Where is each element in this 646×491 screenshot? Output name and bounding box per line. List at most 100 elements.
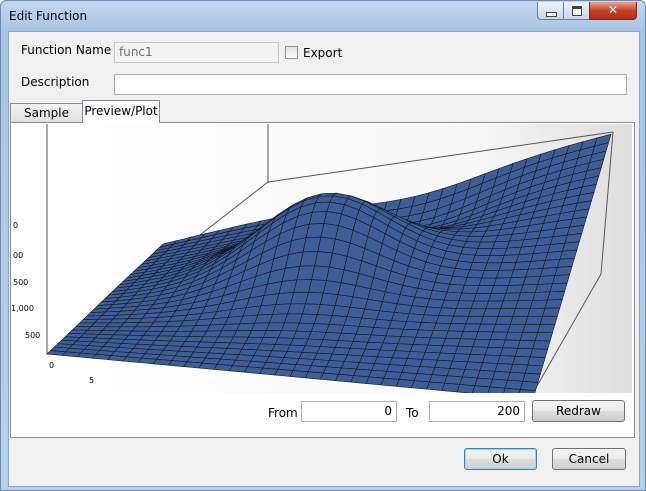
export-checkbox[interactable] [285,46,298,59]
mesh-cell [522,324,541,333]
to-input[interactable]: 200 [429,401,525,422]
mesh-cell [464,361,484,371]
mesh-cell [472,338,491,348]
mesh-cell [520,284,539,294]
mesh-cell [424,344,444,354]
mesh-cell [418,322,437,331]
icon [572,6,582,16]
mesh-cell [537,324,556,334]
mesh-cell [335,374,355,383]
description-input[interactable] [114,74,627,95]
mesh-cell [376,310,395,321]
mesh-cell [514,348,534,358]
mesh-cell [461,284,480,294]
mesh-cell [542,307,561,317]
mesh-cell [472,254,491,264]
mesh-cell [388,320,407,330]
mesh-cell [479,362,499,372]
mesh-cell [450,315,469,325]
mesh-cell [454,345,474,355]
tab-preview-plot[interactable]: Preview/Plot [82,100,160,123]
mesh-cell [422,351,441,361]
mesh-cell [464,277,483,287]
mesh-cell [482,308,502,317]
mesh-cell [532,340,551,350]
mesh-cell [457,338,476,348]
mesh-cell [549,282,568,293]
mesh-cell [465,315,484,325]
icon [546,12,557,17]
from-input[interactable]: 0 [301,401,397,422]
mesh-cell [494,363,514,373]
close-button[interactable]: ✕ [589,2,637,20]
mesh-cell [484,346,504,356]
mesh-cell [408,305,428,316]
mesh-cell [495,316,514,325]
mesh-cell [504,331,524,341]
mesh-cell [477,323,496,333]
mesh-cell [456,384,476,393]
mesh-cell [452,353,471,363]
axis-label: 5 [89,376,95,385]
mesh-cell [512,355,531,366]
redraw-button[interactable]: Redraw [532,400,625,422]
mesh-cell [547,291,566,301]
to-label: To [406,406,419,420]
function-name-input[interactable]: func1 [114,42,279,63]
mesh-cell [518,389,536,393]
mesh-cell [475,331,494,340]
mesh-cell [470,300,489,310]
surface-mesh [46,133,612,393]
mesh-cell [502,292,521,302]
mesh-cell [474,248,493,256]
mesh-cell [389,357,408,366]
mesh-cell [499,347,519,357]
mesh-cell [507,323,526,333]
mesh-cell [431,367,451,377]
mesh-cell [419,359,438,368]
mesh-cell [403,321,422,331]
description-label: Description [21,75,90,89]
mesh-cell [488,292,507,302]
mesh-cell [481,270,500,279]
mesh-cell [416,366,436,376]
mesh-cell [474,377,493,388]
mesh-cell [527,307,546,317]
mesh-cell [446,368,466,378]
minimize-button[interactable] [537,2,564,20]
mesh-cell [487,386,506,393]
mesh-cell [524,364,544,375]
mesh-cell [524,315,543,325]
mesh-cell [497,308,516,317]
mesh-cell [429,290,448,301]
mesh-cell [427,337,446,346]
ok-button[interactable]: Ok [464,448,537,470]
mesh-cell [544,299,563,309]
mesh-cell [449,275,468,286]
mesh-cell [473,293,492,302]
maximize-button[interactable] [563,2,590,20]
mesh-cell [490,285,509,294]
mesh-cell [487,339,506,349]
mesh-cell [534,332,553,342]
mesh-cell [489,378,509,389]
mesh-cell [539,315,558,325]
axis-label: 0 [49,361,55,370]
mesh-cell [453,308,472,317]
mesh-cell [477,370,496,380]
mesh-cell [423,306,442,316]
cancel-button[interactable]: Cancel [552,448,626,470]
mesh-cell [412,336,432,346]
mesh-cell [391,312,410,322]
mesh-cell [556,257,575,268]
mesh-cell [411,296,430,308]
mesh-cell [439,345,459,354]
mesh-cell [393,303,413,315]
mesh-cell [379,342,399,352]
tab-sample-data[interactable]: Sample Data [10,103,83,138]
mesh-cell [527,356,546,367]
mesh-cell [485,300,504,310]
mesh-cell [382,335,402,345]
